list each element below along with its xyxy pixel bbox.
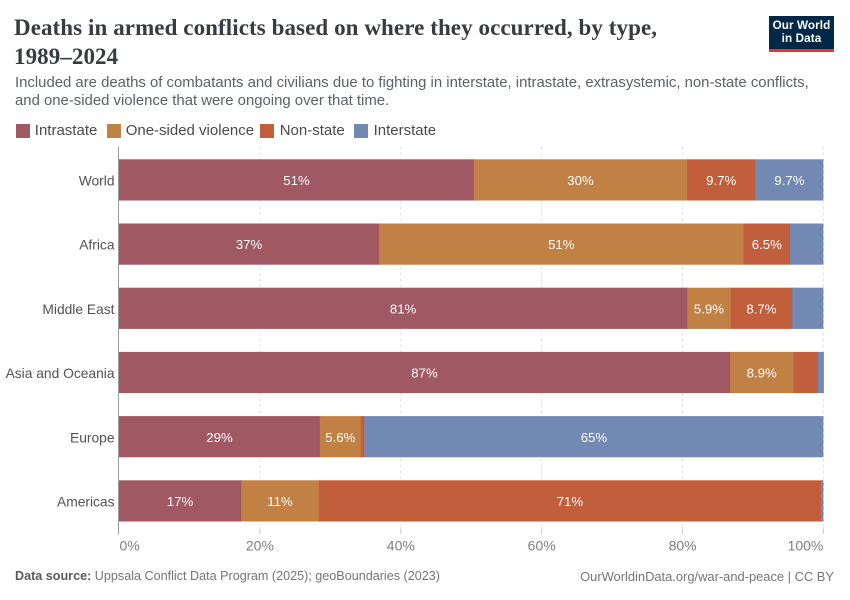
- svg-text:20%: 20%: [246, 538, 274, 554]
- svg-text:Europe: Europe: [70, 430, 115, 445]
- svg-text:8.7%: 8.7%: [746, 301, 776, 316]
- svg-text:0%: 0%: [120, 538, 140, 554]
- svg-text:65%: 65%: [581, 430, 608, 445]
- svg-text:80%: 80%: [669, 538, 697, 554]
- svg-text:17%: 17%: [167, 494, 194, 509]
- svg-text:5.9%: 5.9%: [694, 301, 724, 316]
- svg-text:6.5%: 6.5%: [752, 237, 782, 252]
- svg-text:87%: 87%: [411, 366, 438, 381]
- svg-text:51%: 51%: [548, 237, 575, 252]
- svg-text:81%: 81%: [390, 301, 417, 316]
- svg-text:40%: 40%: [387, 538, 415, 554]
- svg-text:71%: 71%: [557, 494, 584, 509]
- svg-text:Americas: Americas: [57, 495, 115, 510]
- svg-text:51%: 51%: [283, 173, 310, 188]
- svg-text:11%: 11%: [267, 494, 293, 509]
- svg-text:30%: 30%: [567, 173, 594, 188]
- svg-text:Asia and Oceania: Asia and Oceania: [6, 366, 115, 381]
- svg-text:60%: 60%: [528, 538, 556, 554]
- svg-text:29%: 29%: [206, 430, 233, 445]
- svg-text:Middle East: Middle East: [42, 302, 114, 317]
- svg-text:37%: 37%: [236, 237, 263, 252]
- svg-text:100%: 100%: [788, 538, 824, 554]
- svg-text:World: World: [79, 174, 115, 189]
- svg-text:9.7%: 9.7%: [706, 173, 736, 188]
- svg-text:8.9%: 8.9%: [747, 366, 777, 381]
- svg-text:9.7%: 9.7%: [774, 173, 804, 188]
- svg-text:Africa: Africa: [79, 238, 115, 253]
- svg-text:5.6%: 5.6%: [325, 430, 355, 445]
